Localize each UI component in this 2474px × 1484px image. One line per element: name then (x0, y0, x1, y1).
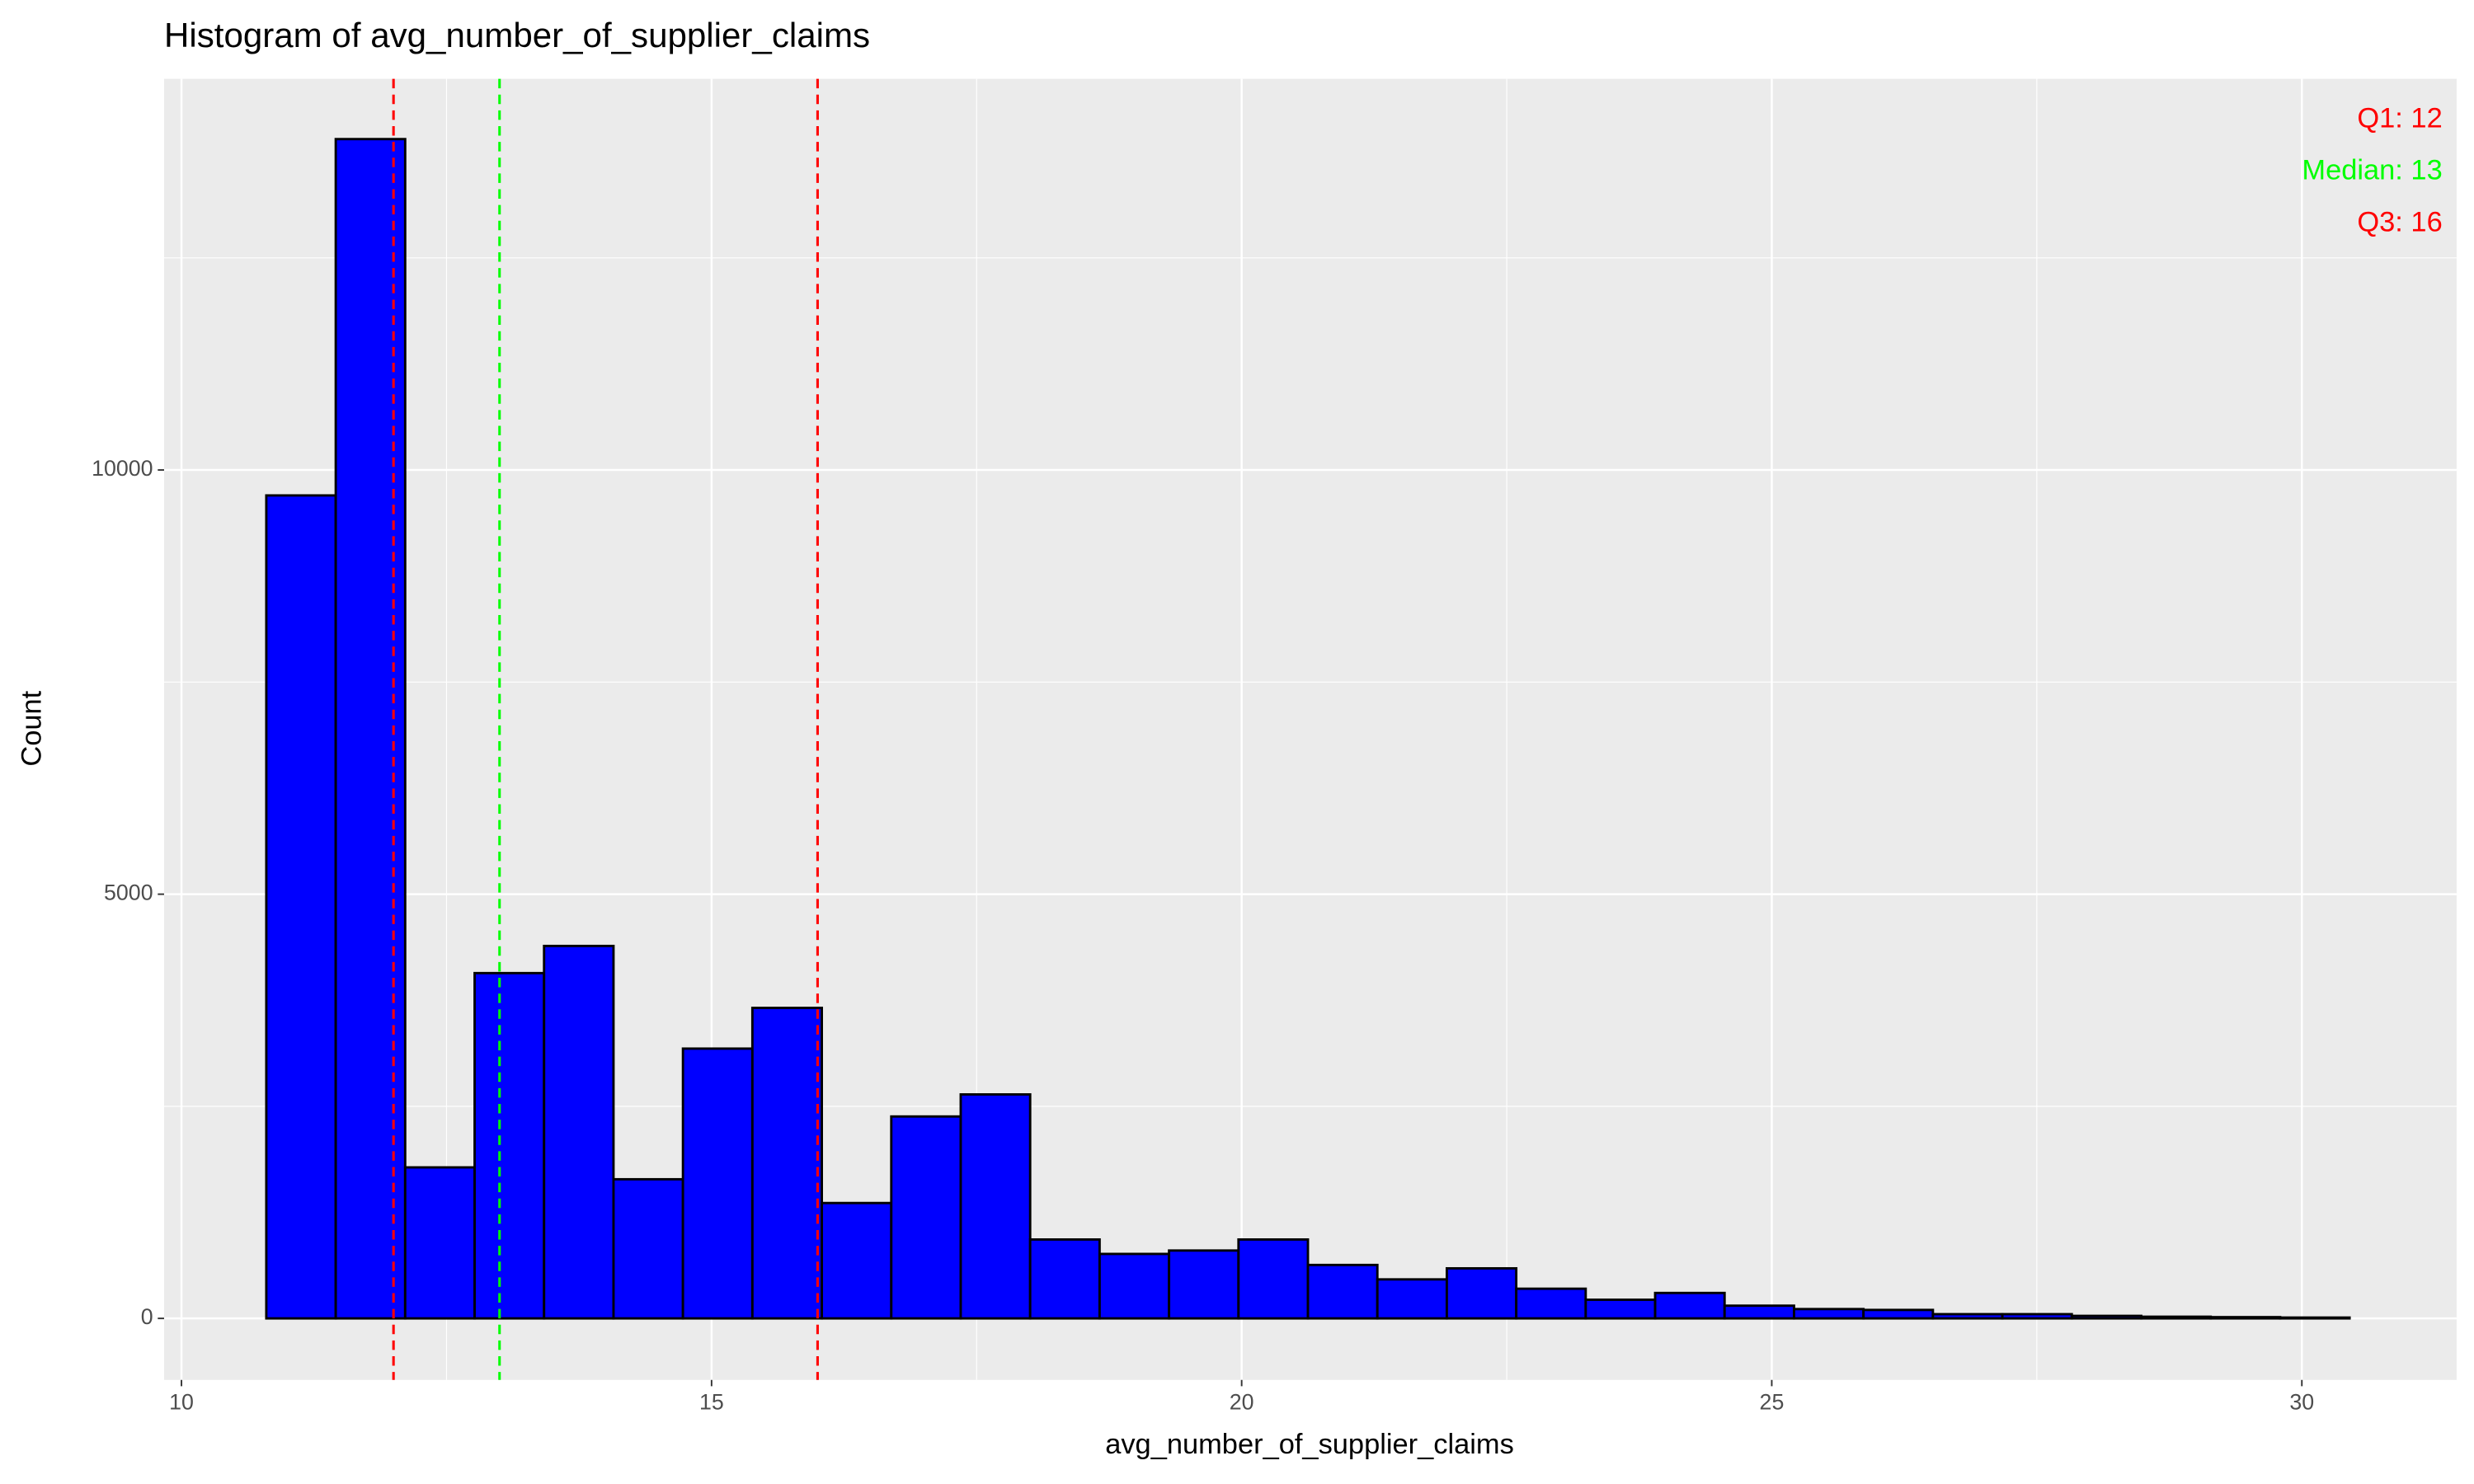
bar (2279, 1316, 2351, 1320)
x-tick-label: 25 (1760, 1390, 1785, 1415)
reference-label: Q1: 12 (2357, 102, 2442, 134)
bar (1237, 1238, 1310, 1320)
bar (1098, 1252, 1171, 1320)
bar (1376, 1278, 1448, 1320)
bar (1168, 1249, 1240, 1320)
x-tick-label: 30 (2289, 1390, 2314, 1415)
bar (959, 1093, 1032, 1320)
bar (1931, 1313, 2004, 1320)
bar (1793, 1308, 1865, 1320)
bar (821, 1201, 893, 1320)
bar (1445, 1266, 1518, 1320)
x-tick-label: 15 (699, 1390, 724, 1415)
y-tick-label: 10000 (92, 456, 153, 481)
bar (2209, 1316, 2282, 1320)
bar (1723, 1304, 1795, 1320)
bar (2070, 1314, 2142, 1320)
x-tick-label: 10 (169, 1390, 194, 1415)
bar (1653, 1291, 1726, 1320)
x-axis-label: avg_number_of_supplier_claims (1105, 1429, 1514, 1460)
reference-label: Q3: 16 (2357, 207, 2442, 238)
bar (1862, 1308, 1935, 1320)
bar (1306, 1263, 1379, 1320)
bar (1515, 1287, 1587, 1320)
bar (543, 944, 615, 1320)
bar (473, 971, 546, 1320)
y-tick-label: 5000 (104, 881, 153, 905)
y-tick-label: 0 (141, 1304, 153, 1329)
bar (265, 494, 337, 1320)
x-tick-label: 20 (1230, 1390, 1254, 1415)
bar (890, 1115, 962, 1320)
bar (2140, 1315, 2213, 1320)
chart-title: Histogram of avg_number_of_supplier_clai… (164, 16, 870, 54)
bar (1028, 1238, 1101, 1320)
y-axis-label: Count (16, 690, 47, 766)
bar (403, 1166, 476, 1320)
bar (612, 1177, 684, 1320)
bar (1584, 1298, 1657, 1320)
reference-label: Median: 13 (2302, 155, 2442, 186)
bar (681, 1047, 754, 1320)
bar (750, 1007, 823, 1320)
bar (2001, 1313, 2073, 1320)
